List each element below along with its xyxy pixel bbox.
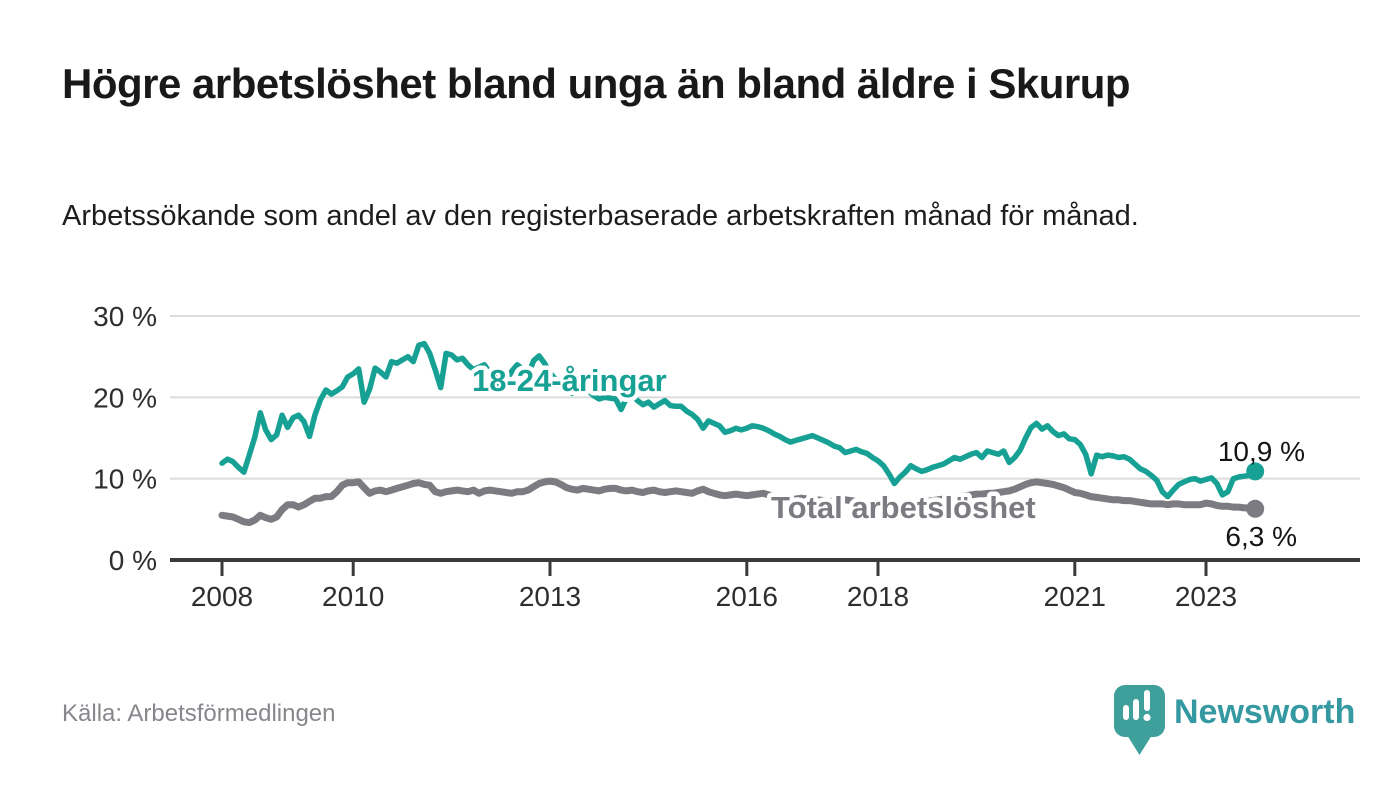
series-line-1: [218, 477, 1259, 527]
newsworthy-logo: Newsworthy: [1114, 685, 1356, 755]
page-title: Högre arbetslöshet bland unga än bland ä…: [62, 60, 1131, 107]
series-end-dot-1: [1246, 499, 1265, 518]
series-line-0: [219, 340, 1258, 500]
x-tick-label: 2018: [847, 581, 909, 612]
x-tick-label: 2016: [716, 581, 778, 612]
x-tick-label: 2021: [1044, 581, 1106, 612]
end-value-label-youth: 10,9 %: [1218, 436, 1305, 467]
series-label-total: Total arbetslöshet: [771, 490, 1036, 525]
y-tick-label: 0 %: [109, 545, 157, 576]
y-tick-label: 20 %: [93, 382, 157, 413]
series-label-youth: 18-24-åringar: [472, 363, 667, 398]
x-tick-label: 2013: [519, 581, 581, 612]
y-tick-label: 30 %: [93, 301, 157, 332]
x-tick-label: 2023: [1175, 581, 1237, 612]
x-axis-ticks: 2008 2010 2013 2016 2018 2021 2023: [191, 562, 1237, 612]
x-tick-label: 2008: [191, 581, 253, 612]
newsworthy-bubble-barchart-icon: [1114, 685, 1165, 755]
brand-name: Newsworthy: [1174, 693, 1356, 731]
y-axis-labels: 30 % 20 % 10 % 0 %: [93, 301, 157, 576]
y-tick-label: 10 %: [93, 464, 157, 495]
x-tick-label: 2010: [322, 581, 384, 612]
series-end-dot-0: [1246, 462, 1265, 481]
end-value-label-total: 6,3 %: [1225, 521, 1297, 552]
gridlines: [170, 315, 1360, 480]
chart-subtitle: Arbetssökande som andel av den registerb…: [62, 200, 1139, 232]
source-note: Källa: Arbetsförmedlingen: [62, 700, 336, 727]
